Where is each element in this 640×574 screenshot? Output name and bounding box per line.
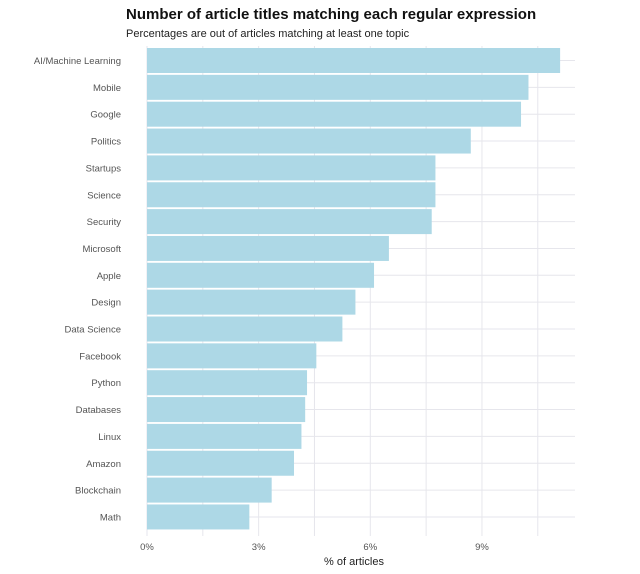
bar-math	[147, 504, 250, 530]
category-label-microsoft: Microsoft	[82, 244, 121, 255]
category-label-facebook: Facebook	[79, 351, 121, 362]
category-label-apple: Apple	[97, 271, 121, 282]
bar-design	[147, 289, 356, 315]
x-tick-labels: 0% 3% 6% 9%	[140, 542, 489, 553]
category-label-blockchain: Blockchain	[75, 486, 121, 497]
x-tick-label: 6%	[363, 542, 377, 553]
bar-facebook	[147, 343, 317, 369]
category-label-ai-machine-learning: AI/Machine Learning	[34, 56, 121, 67]
bar-science	[147, 182, 436, 208]
x-tick-label: 0%	[140, 542, 154, 553]
category-label-databases: Databases	[76, 405, 122, 416]
bar-microsoft	[147, 235, 389, 261]
bar-python	[147, 370, 308, 396]
category-label-science: Science	[87, 190, 121, 201]
bar-ai-machine-learning	[147, 48, 561, 73]
bar-blockchain	[147, 477, 272, 503]
bar-databases	[147, 397, 306, 423]
category-label-amazon: Amazon	[86, 459, 121, 470]
x-tick-label: 9%	[475, 542, 489, 553]
category-label-google: Google	[90, 110, 121, 121]
category-label-design: Design	[91, 298, 121, 309]
category-label-math: Math	[100, 512, 121, 523]
chart-subtitle: Percentages are out of articles matching…	[126, 28, 410, 40]
category-label-python: Python	[91, 378, 121, 389]
category-label-security: Security	[87, 217, 122, 228]
bar-mobile	[147, 74, 529, 100]
bar-linux	[147, 423, 302, 449]
category-label-politics: Politics	[91, 137, 121, 148]
x-axis-title: % of articles	[324, 556, 384, 568]
category-labels: AI/Machine Learning Mobile Google Politics S…	[34, 56, 121, 523]
chart-title: Number of article titles matching each r…	[126, 6, 536, 23]
category-label-startups: Startups	[86, 163, 122, 174]
category-label-mobile: Mobile	[93, 83, 121, 94]
x-tick-label: 3%	[252, 542, 266, 553]
category-label-data-science: Data Science	[64, 325, 121, 336]
bar-data-science	[147, 316, 343, 342]
bar-politics	[147, 128, 471, 154]
bar-startups	[147, 155, 436, 181]
bars-group	[147, 48, 561, 530]
bar-amazon	[147, 450, 295, 476]
category-label-linux: Linux	[98, 432, 121, 443]
bar-apple	[147, 262, 375, 288]
bar-security	[147, 209, 432, 235]
bar-google	[147, 101, 522, 127]
